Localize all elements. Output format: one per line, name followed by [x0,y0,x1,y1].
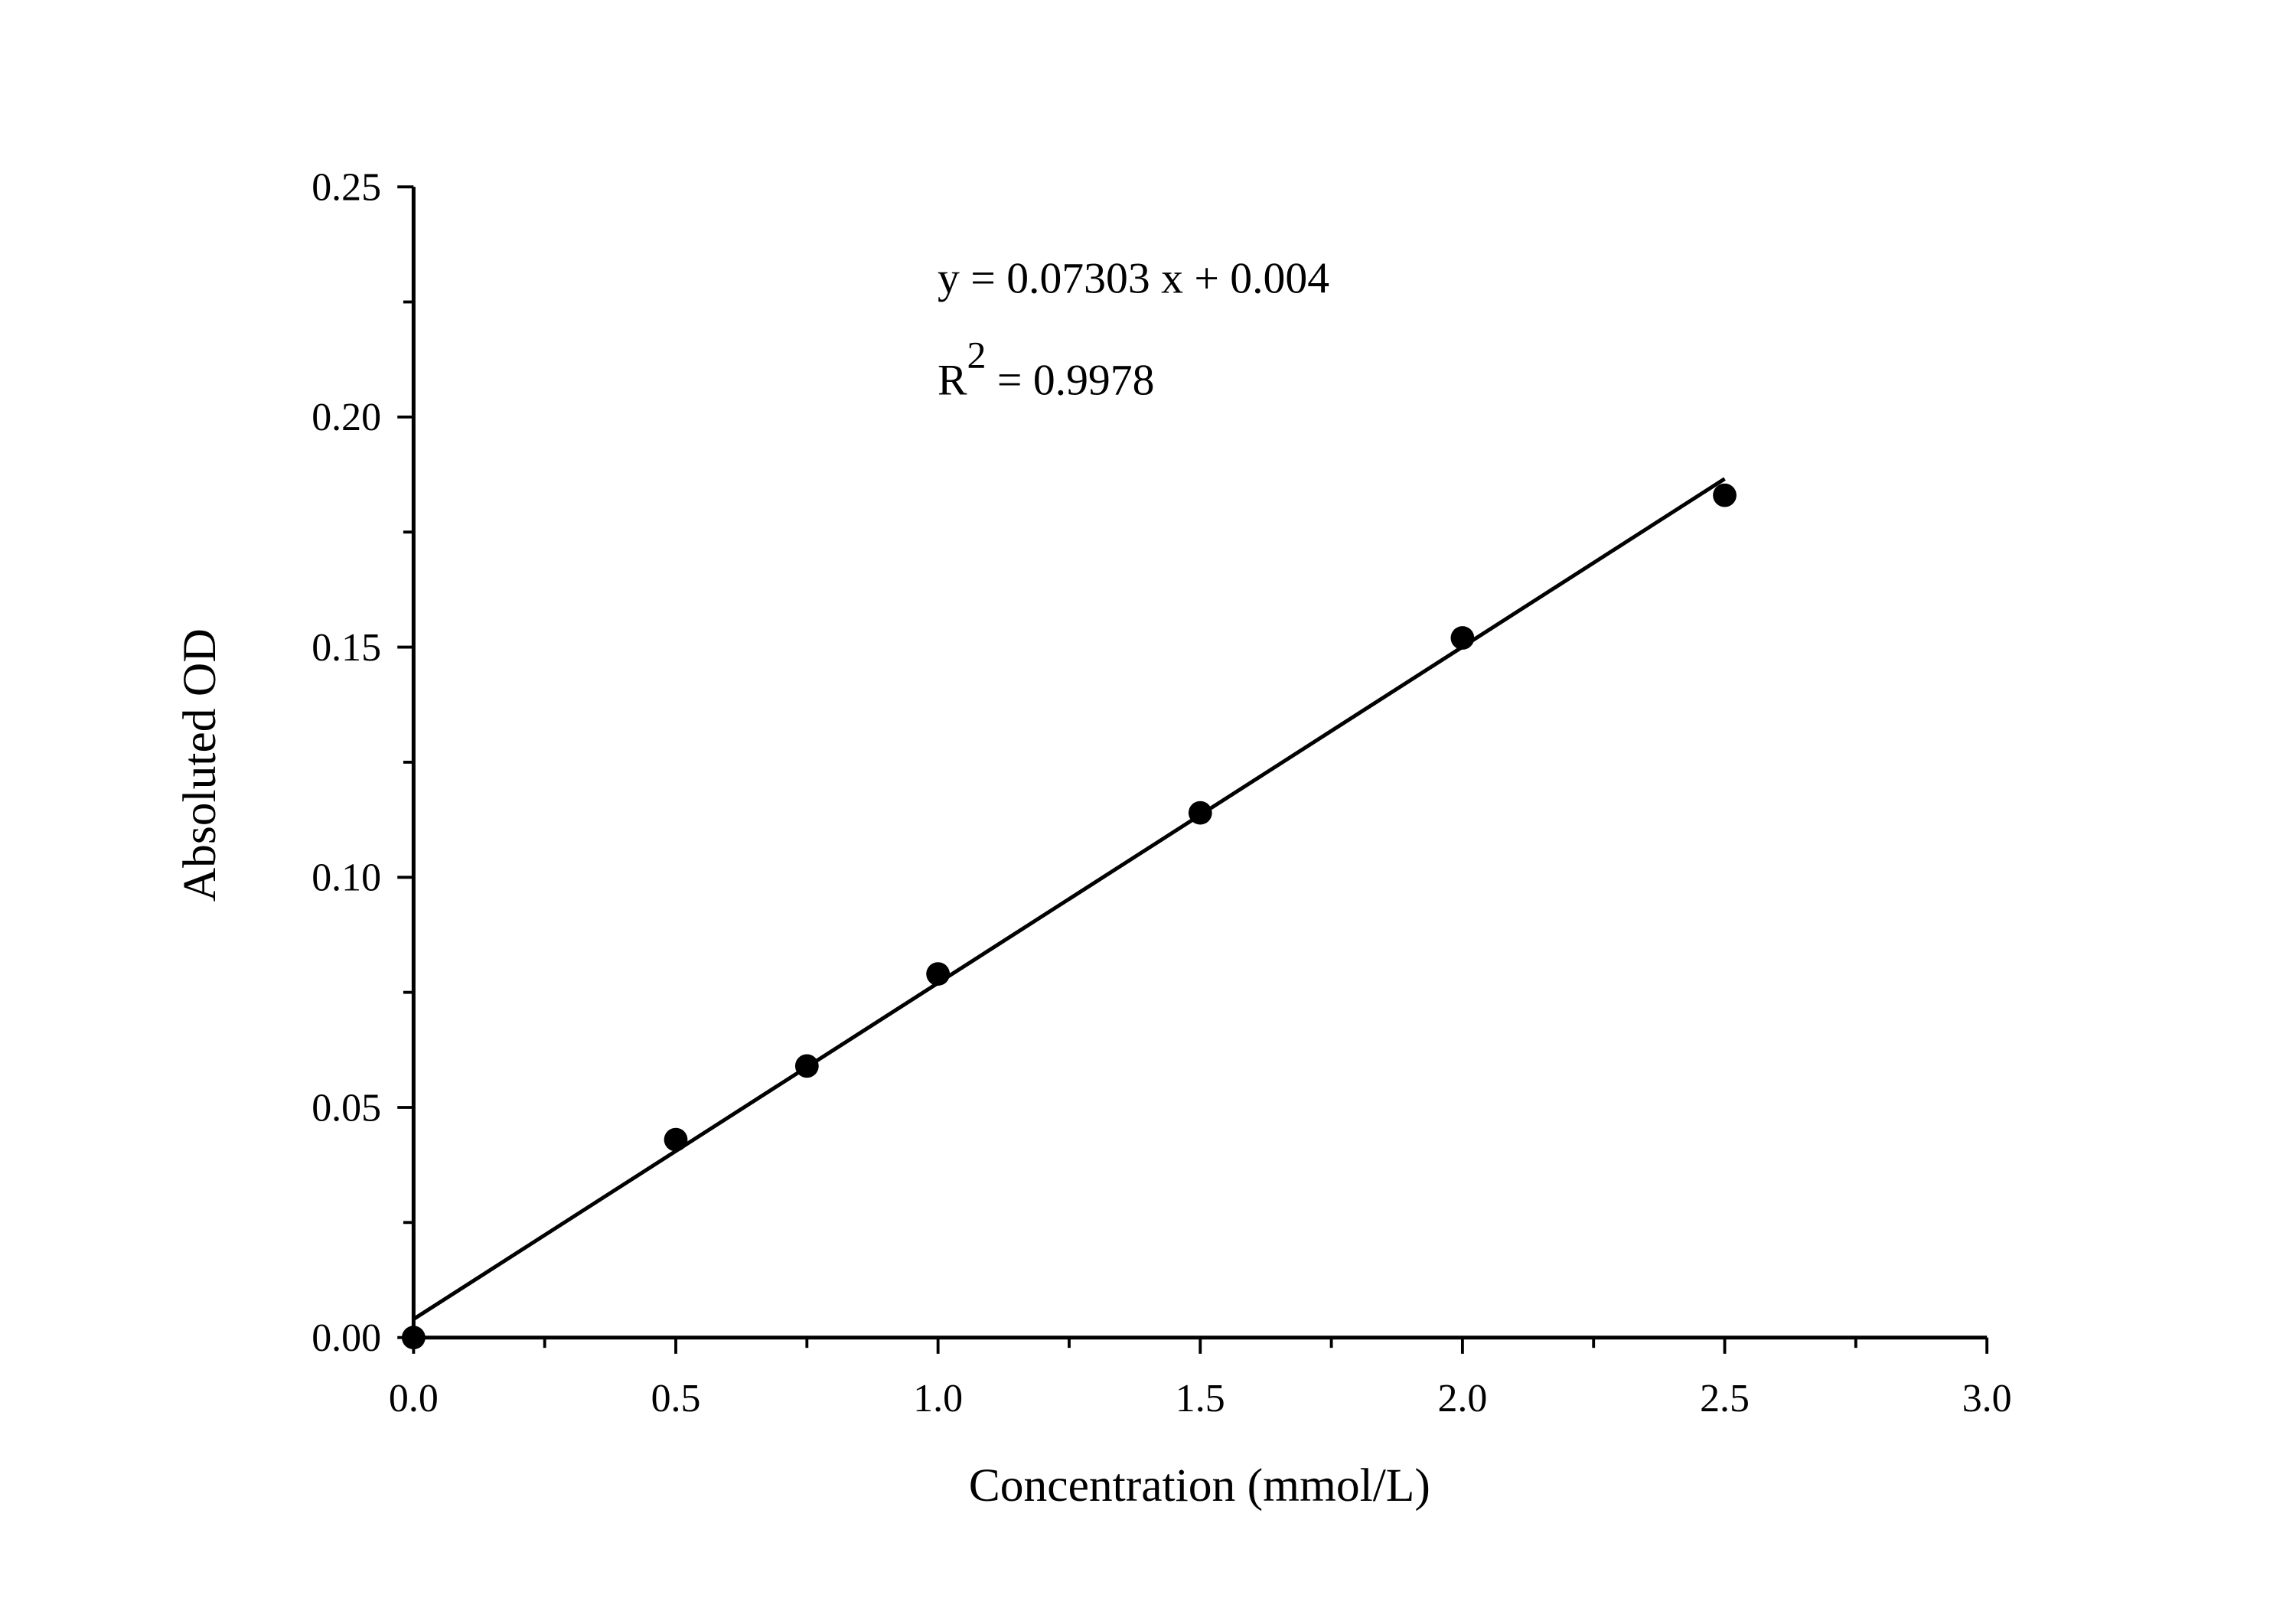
x-tick-label: 2.5 [1700,1377,1750,1420]
data-point [926,962,951,986]
y-tick-label: 0.15 [311,626,381,670]
tick-labels: 0.0 0.5 1.0 1.5 2.0 2.5 3.0 0.00 0.05 0.10 0.15 0.2… [311,165,2011,1420]
y-tick-label: 0.25 [311,165,381,209]
x-axis-label: Concentration (mmol/L) [969,1459,1430,1512]
x-tick-label: 3.0 [1962,1377,2012,1420]
x-tick-label: 0.0 [389,1377,439,1420]
r2-label: R2 = 0.9978 [938,334,1154,405]
x-tick-label: 0.5 [651,1377,701,1420]
y-tick-label: 0.20 [311,396,381,439]
x-tick-label: 2.0 [1437,1377,1487,1420]
data-point [1188,801,1212,825]
data-points [402,483,1737,1350]
data-point [664,1127,688,1152]
x-tick-label: 1.0 [913,1377,963,1420]
x-tick-label: 1.5 [1176,1377,1225,1420]
r2-value: = 0.9978 [986,356,1154,404]
data-point [794,1054,819,1078]
axes [397,185,1989,1354]
equation-label: y = 0.07303 x + 0.004 [938,255,1329,303]
y-tick-label: 0.10 [311,856,381,900]
fit-line [413,477,1726,1321]
y-axis-label: Absoluted OD [174,628,226,902]
data-point [402,1326,426,1350]
r2-prefix: R [938,356,967,404]
y-tick-label: 0.00 [311,1316,381,1360]
y-tick-label: 0.05 [311,1086,381,1130]
data-point [1713,483,1737,507]
data-point [1450,626,1475,650]
r2-superscript: 2 [967,334,986,377]
